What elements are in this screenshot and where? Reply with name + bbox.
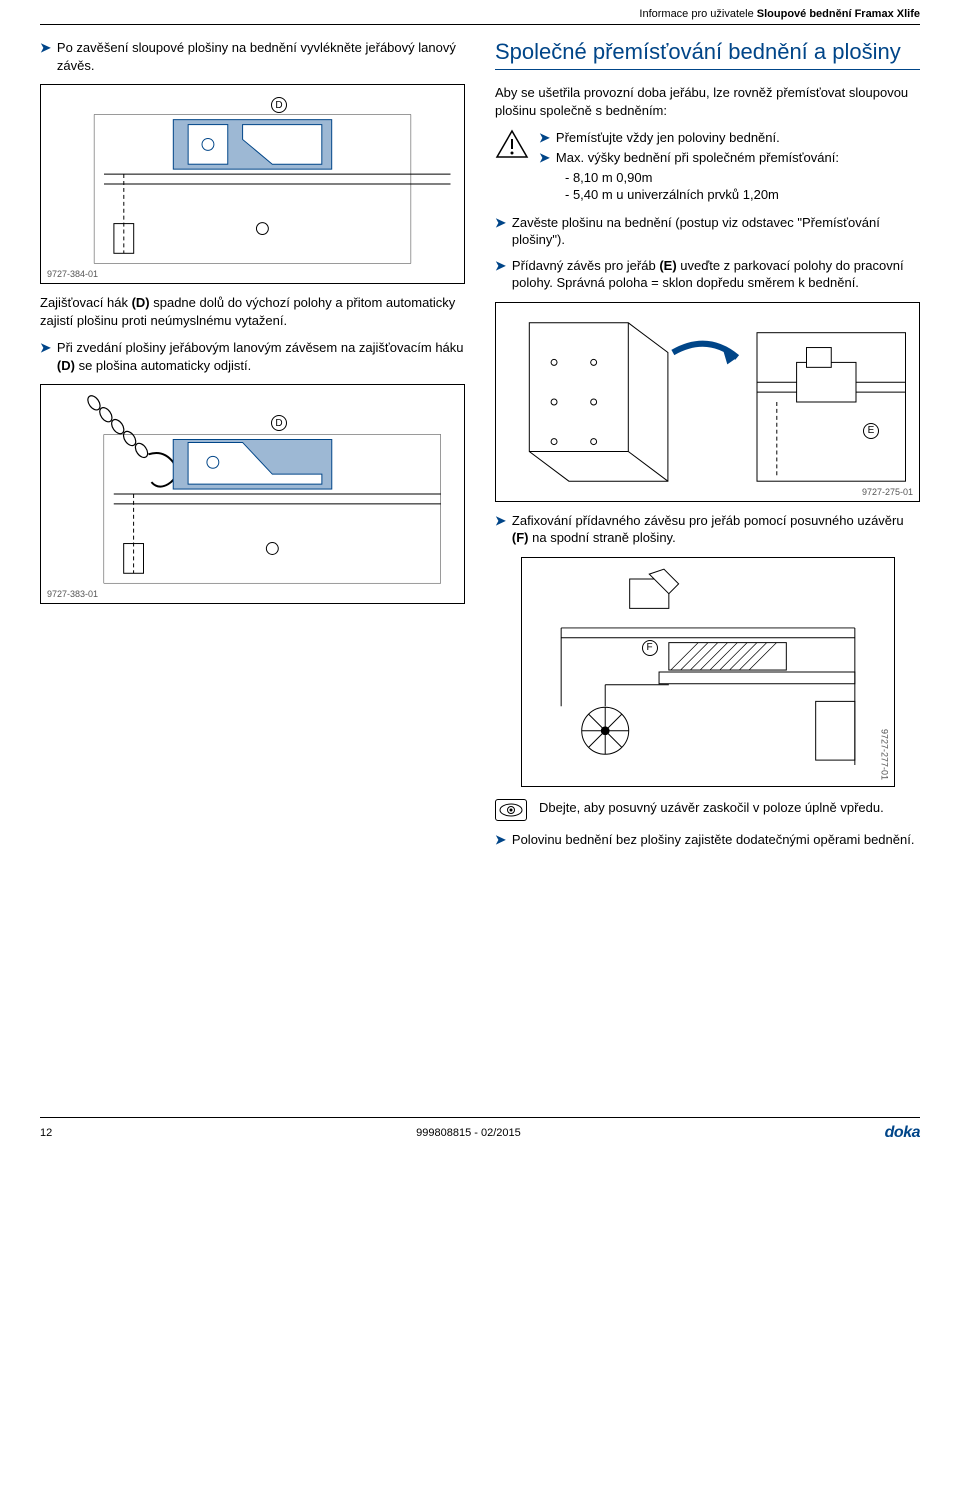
diagram-hook-crane <box>41 385 464 603</box>
right-bullet-3: ➤ Zafixování přídavného závěsu pro jeřáb… <box>495 512 920 547</box>
page-number: 12 <box>40 1127 52 1139</box>
right-b1: Zavěste plošinu na bednění (postup viz o… <box>512 214 920 249</box>
figure-right-2: F 9727-277-01 <box>521 557 895 787</box>
left-bullet-2: ➤ Při zvedání plošiny jeřábovým lanovým … <box>40 339 465 374</box>
fig3-code: 9727-275-01 <box>862 487 913 497</box>
doc-number: 999808815 - 02/2015 <box>416 1127 521 1139</box>
section-title: Společné přemísťování bednění a plošiny <box>495 39 920 65</box>
fig2-code: 9727-383-01 <box>47 589 98 599</box>
left-bullet-1: ➤ Po zavěšení sloupové plošiny na bedněn… <box>40 39 465 74</box>
section-rule <box>495 69 920 70</box>
callout-d: D <box>271 97 287 113</box>
right-bullet-4: ➤ Polovinu bednění bez plošiny zajistěte… <box>495 831 920 849</box>
right-bullet-2: ➤ Přídavný závěs pro jeřáb (E) uveďte z … <box>495 257 920 292</box>
right-bullet-1: ➤ Zavěste plošinu na bednění (postup viz… <box>495 214 920 249</box>
fig1-code: 9727-384-01 <box>47 269 98 279</box>
arrow-icon: ➤ <box>539 149 550 167</box>
warn-line1: Přemísťujte vždy jen poloviny bednění. <box>556 129 780 147</box>
arrow-icon: ➤ <box>495 257 506 275</box>
eye-icon <box>495 799 527 821</box>
brand-logo: doka <box>885 1124 920 1142</box>
left-p1: Po zavěšení sloupové plošiny na bednění … <box>57 39 465 74</box>
diagram-hook-upper <box>41 85 464 283</box>
warn-sub-b: - 5,40 m u univerzálních prvků 1,20m <box>565 186 839 204</box>
warning-block: ➤ Přemísťujte vždy jen poloviny bednění.… <box>495 129 920 203</box>
two-column-layout: ➤ Po zavěšení sloupové plošiny na bedněn… <box>40 39 920 857</box>
left-p3: Při zvedání plošiny jeřábovým lanovým zá… <box>57 339 465 374</box>
figure-left-1: D 9727-384-01 <box>40 84 465 284</box>
right-intro: Aby se ušetřila provozní doba jeřábu, lz… <box>495 84 920 119</box>
warn-line2: Max. výšky bednění při společném přemísť… <box>556 149 839 167</box>
callout-f: F <box>642 640 658 656</box>
page-footer: 12 999808815 - 02/2015 doka <box>40 1117 920 1152</box>
arrow-icon: ➤ <box>495 214 506 232</box>
header-title: Sloupové bednění Framax Xlife <box>757 8 920 20</box>
warn-sub-a: - 8,10 m 0,90m <box>565 169 839 187</box>
fig4-code: 9727-277-01 <box>880 729 890 780</box>
right-b3: Zafixování přídavného závěsu pro jeřáb p… <box>512 512 920 547</box>
right-b2: Přídavný závěs pro jeřáb (E) uveďte z pa… <box>512 257 920 292</box>
arrow-icon: ➤ <box>40 339 51 357</box>
left-column: ➤ Po zavěšení sloupové plošiny na bedněn… <box>40 39 465 857</box>
callout-e: E <box>863 423 879 439</box>
right-b4: Polovinu bednění bez plošiny zajistěte d… <box>512 831 915 849</box>
warning-content: ➤ Přemísťujte vždy jen poloviny bednění.… <box>539 129 839 203</box>
arrow-icon: ➤ <box>40 39 51 57</box>
left-p2: Zajišťovací hák (D) spadne dolů do výcho… <box>40 294 465 329</box>
eye-text: Dbejte, aby posuvný uzávěr zaskočil v po… <box>539 799 884 817</box>
eye-note: Dbejte, aby posuvný uzávěr zaskočil v po… <box>495 799 920 821</box>
arrow-icon: ➤ <box>495 831 506 849</box>
arrow-icon: ➤ <box>539 129 550 147</box>
header-prefix: Informace pro uživatele <box>639 8 756 20</box>
figure-right-1: E 9727-275-01 <box>495 302 920 502</box>
figure-left-2: D 9727-383-01 <box>40 384 465 604</box>
page-header: Informace pro uživatele Sloupové bednění… <box>40 0 920 25</box>
arrow-icon: ➤ <box>495 512 506 530</box>
right-column: Společné přemísťování bednění a plošiny … <box>495 39 920 857</box>
warning-icon <box>495 129 529 159</box>
diagram-crane-attachment <box>496 303 919 501</box>
diagram-slide-lock <box>522 558 894 786</box>
